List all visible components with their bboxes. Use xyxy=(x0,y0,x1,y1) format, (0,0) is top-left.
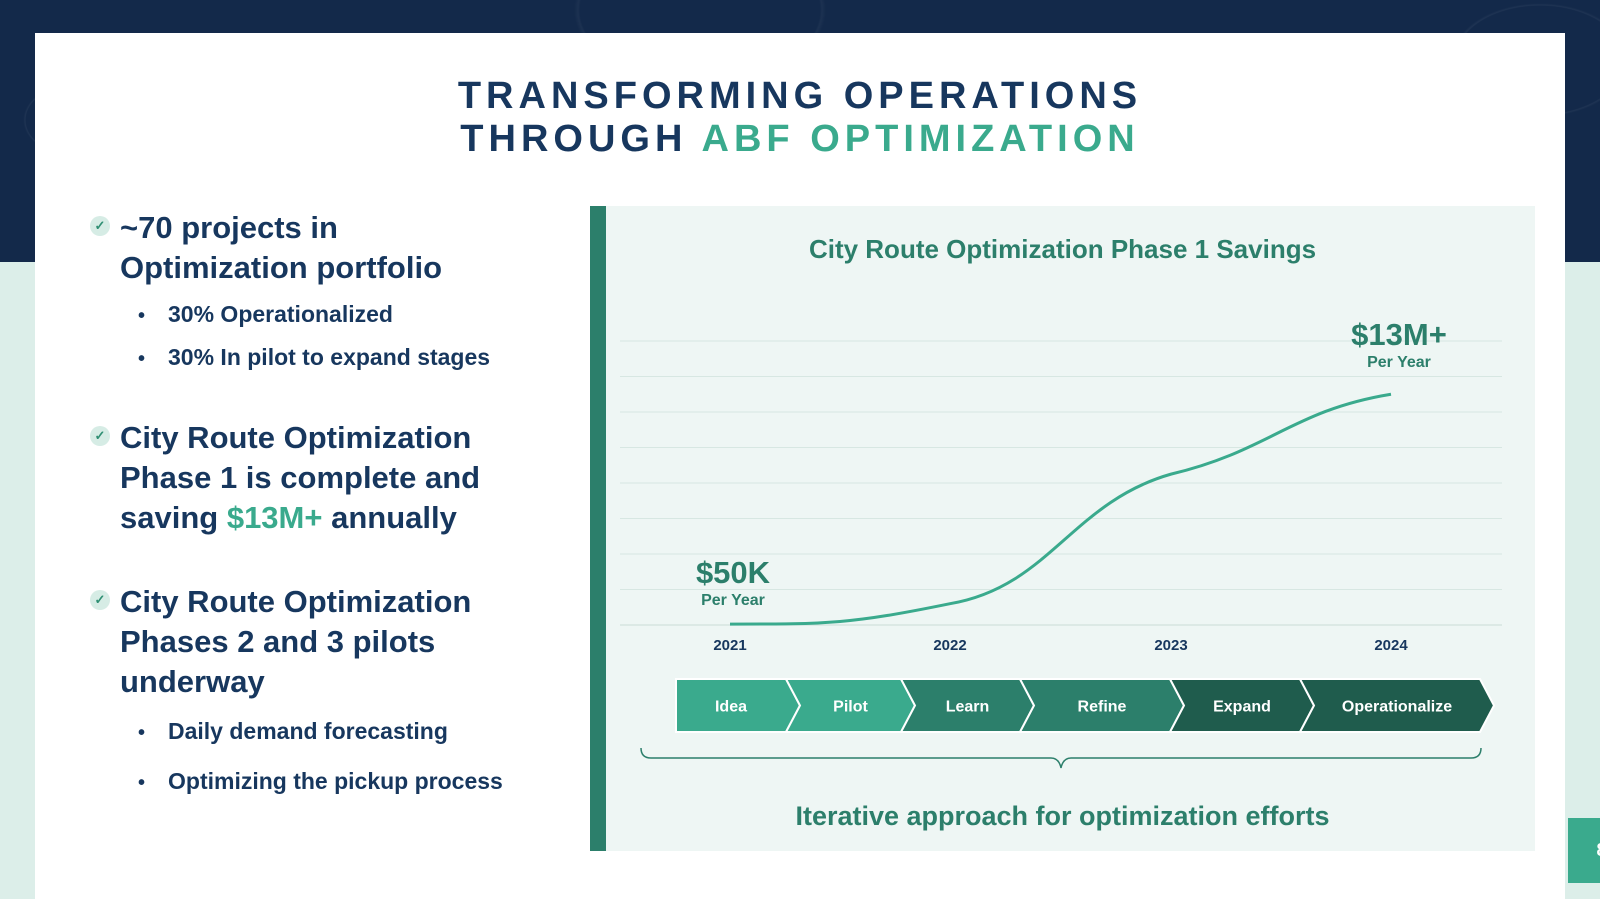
x-tick-label: 2023 xyxy=(1154,637,1187,654)
chart-panel: City Route Optimization Phase 1 Savings … xyxy=(590,206,1535,851)
bullet-dot: • xyxy=(138,305,146,327)
x-tick-label: 2021 xyxy=(713,637,746,654)
sub-bullet-pickup: • Optimizing the pickup process xyxy=(138,768,503,794)
stage-label: Operationalize xyxy=(1342,699,1452,716)
chart-title: City Route Optimization Phase 1 Savings xyxy=(808,234,1317,264)
chart-caption: Iterative approach for optimization effo… xyxy=(795,801,1330,831)
sub-bullet-forecasting: • Daily demand forecasting xyxy=(138,718,448,744)
annotation-unit: Per Year xyxy=(1367,354,1431,371)
bullet-phase23: ✓ City Route Optimization Phases 2 and 3… xyxy=(90,582,530,702)
sub-bullet-pilot: • 30% In pilot to expand stages xyxy=(138,344,491,370)
stage-label: Expand xyxy=(1213,699,1271,716)
slide-card: TRANSFORMING OPERATIONS THROUGH ABF OPTI… xyxy=(35,33,1600,899)
x-tick-label: 2024 xyxy=(1374,637,1408,654)
brace-bracket xyxy=(640,747,1482,769)
bullet-phase1: ✓ City Route Optimization Phase 1 is com… xyxy=(90,418,530,538)
savings-line xyxy=(729,392,1392,626)
slide-title: TRANSFORMING OPERATIONS THROUGH ABF OPTI… xyxy=(35,75,1565,161)
annotation-value: $13M+ xyxy=(1351,317,1447,352)
bullet-phase23-text: City Route Optimization Phases 2 and 3 p… xyxy=(120,584,472,699)
bullet-dot: • xyxy=(138,722,146,744)
x-tick-label: 2022 xyxy=(933,637,966,654)
sub-bullet-operationalized: • 30% Operationalized xyxy=(138,301,393,327)
title-prefix: THROUGH xyxy=(460,118,702,160)
stage-chevron xyxy=(1298,678,1496,733)
stage-label: Learn xyxy=(946,699,990,716)
savings-highlight: $13M+ xyxy=(226,500,323,535)
bullet-dot: • xyxy=(138,348,146,370)
page-number: 8 xyxy=(1568,818,1600,883)
check-icon: ✓ xyxy=(90,590,110,610)
bullet-projects: ✓ ~70 projects in Optimization portfolio xyxy=(90,208,520,288)
stage-label: Refine xyxy=(1078,699,1127,716)
panel-accent-bar xyxy=(590,206,606,851)
title-accent: ABF OPTIMIZATION xyxy=(701,118,1140,160)
savings-chart: 2021 2022 2023 2024 $50K Per Year $13M+ Per Yea… xyxy=(620,317,1502,769)
check-icon: ✓ xyxy=(90,216,110,236)
annotation-value: $50K xyxy=(696,555,771,590)
stage-label: Idea xyxy=(715,699,747,716)
check-icon: ✓ xyxy=(90,426,110,446)
title-line-1: TRANSFORMING OPERATIONS xyxy=(457,75,1143,117)
bullet-projects-text: ~70 projects in Optimization portfolio xyxy=(120,210,443,285)
title-line-2: THROUGH ABF OPTIMIZATION xyxy=(35,118,1565,161)
bullet-dot: • xyxy=(138,772,146,794)
bullet-phase1-text: City Route Optimization Phase 1 is compl… xyxy=(120,420,481,535)
stage-label: Pilot xyxy=(833,699,868,716)
annotation-unit: Per Year xyxy=(701,592,765,609)
